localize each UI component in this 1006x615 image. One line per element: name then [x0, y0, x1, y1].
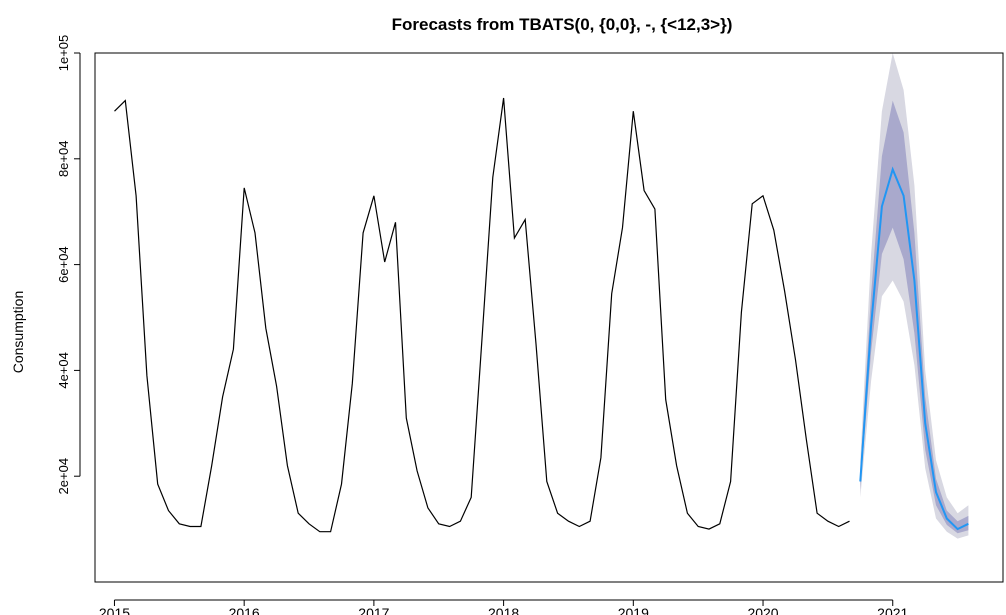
x-tick-label: 2015	[99, 605, 130, 615]
y-tick-label: 2e+04	[56, 458, 71, 495]
x-tick-label: 2021	[877, 605, 908, 615]
y-tick-label: 8e+04	[56, 141, 71, 178]
history-line	[114, 97, 850, 533]
x-tick-label: 2016	[229, 605, 260, 615]
y-tick-label: 1e+05	[56, 35, 71, 72]
y-axis: 2e+04 4e+04 6e+04 8e+04 1e+05	[56, 35, 81, 495]
chart-title: Forecasts from TBATS(0, {0,0}, -, {<12,3…	[392, 15, 733, 34]
x-tick-label: 2020	[747, 605, 778, 615]
x-axis: 2015 2016 2017 2018 2019 2020 2021	[99, 599, 909, 615]
x-tick-label: 2017	[358, 605, 389, 615]
forecast-mean-line	[859, 166, 969, 531]
series-lines	[114, 97, 969, 533]
plot-frame	[94, 52, 1004, 583]
prediction-intervals	[860, 53, 969, 539]
y-tick-label: 4e+04	[56, 352, 71, 389]
x-tick-label: 2019	[618, 605, 649, 615]
y-tick-label: 6e+04	[56, 246, 71, 283]
band-80	[860, 100, 969, 534]
y-axis-label: Consumption	[10, 291, 26, 374]
x-tick-label: 2018	[488, 605, 519, 615]
